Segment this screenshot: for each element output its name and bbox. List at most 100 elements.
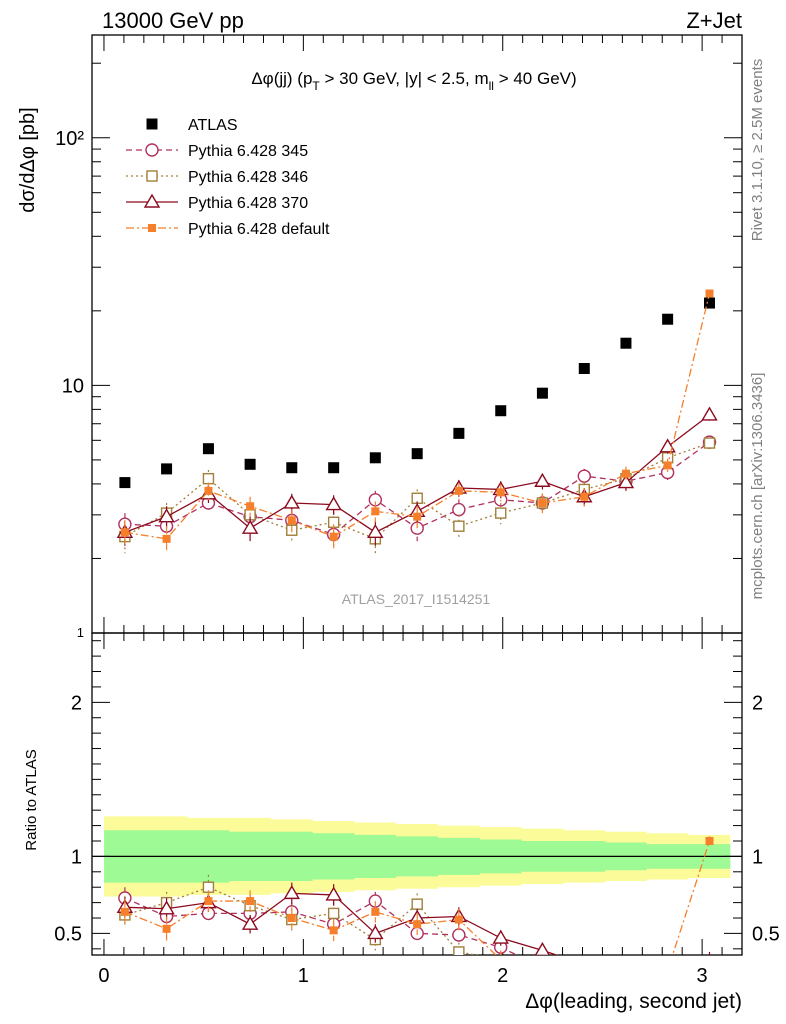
mc-point [368,525,382,537]
x-tick-label: 1 [298,965,309,987]
mc-point [121,528,129,536]
data-point [412,448,423,459]
legend-label: Pythia 6.428 default [188,221,330,238]
ratio-point [246,897,254,905]
legend-marker [147,171,157,181]
data-point [620,338,631,349]
ratio-point [243,917,257,929]
mc-point [580,493,588,501]
mc-point [371,507,379,515]
header-left: 13000 GeV pp [102,8,244,33]
rivet-label: Rivet 3.1.10, ≥ 2.5M events [749,59,766,242]
mc-point [661,440,675,452]
mc-point [246,502,254,510]
data-point [495,405,506,416]
mc-point [706,289,714,297]
ratio-point [163,925,171,933]
mc-point [622,470,630,478]
legend-marker [148,224,156,232]
data-point [161,463,172,474]
data-point [370,452,381,463]
ratio-bands [92,816,742,896]
mc-point [288,516,296,524]
y-tick-label: 10 [62,375,84,397]
y-tick-label: 1 [71,846,82,868]
x-tick-label: 2 [497,965,508,987]
x-axis-label: Δφ(leading, second jet) [525,990,742,1013]
ratio-y-label: Ratio to ATLAS [23,749,40,850]
legend-entry: ATLAS [147,117,238,134]
data-point [286,462,297,473]
mc-point [454,521,464,531]
mc-point [703,408,717,420]
ratio-point [288,914,296,922]
ratio-point [453,929,465,941]
ratio-point [371,908,379,916]
mc-point [664,461,672,469]
legend: ATLAS Pythia 6.428 345 Pythia 6.428 346 Pyt… [126,117,330,238]
legend-label: ATLAS [188,117,238,134]
mc-point [204,487,212,495]
mc-point [163,535,171,543]
ratio-point [455,916,463,924]
main-marks [118,289,717,553]
ratio-point [706,837,714,845]
ratio-point [413,920,421,928]
legend-entry: Pythia 6.428 370 [126,195,308,212]
data-point [662,314,673,325]
mc-point [455,487,463,495]
y-tick-label: 10² [55,128,84,150]
y-tick-label: 1 [77,625,84,640]
mc-point [535,474,549,486]
mc-point [285,496,299,508]
mc-point [453,504,465,516]
legend-label: Pythia 6.428 346 [188,169,308,186]
y-axis-label: dσ/dΔφ [pb] [17,107,39,212]
mc-point [705,438,715,448]
mc-point [538,499,546,507]
mc-point [413,513,421,521]
y-tick-label: 0.5 [54,923,82,945]
mc-point [203,474,213,484]
ratio-panel: 0.50.511220123 Ratio to ATLAS Δφ(leading… [23,633,780,1013]
main-ticks: 1 10 10² [55,35,742,640]
legend-marker [145,195,159,207]
series-pythia-6-428-default [121,289,714,553]
mc-point [243,521,257,533]
ratio-point [204,897,212,905]
x-tick-label: 3 [697,965,708,987]
data-point [579,363,590,374]
legend-entry: Pythia 6.428 345 [126,143,308,160]
data-point [328,462,339,473]
mc-point [330,533,338,541]
legend-label: Pythia 6.428 345 [188,143,308,160]
ratio-point [329,908,339,918]
data-point [453,428,464,439]
ratio-point [412,899,422,909]
legend-label: Pythia 6.428 370 [188,195,308,212]
mc-point [578,470,590,482]
header-right: Z+Jet [686,8,742,33]
data-point [203,443,214,454]
ratio-point [494,931,508,943]
ratio-point [330,926,338,934]
x-tick-label: 0 [98,965,109,987]
legend-entry: Pythia 6.428 default [126,221,330,238]
series-atlas [119,298,715,489]
y-tick-label: 2 [71,692,82,714]
legend-marker [146,144,158,156]
mcplots-label: mcplots.cern.ch [arXiv:1306.3436] [749,373,766,600]
main-panel: 1 10 10² Δφ(jj) (pT > 30 GeV, |y| < 2.5, m… [17,35,742,640]
data-point [245,459,256,470]
mc-point [327,498,341,510]
main-title: Δφ(jj) (pT > 30 GeV, |y| < 2.5, mll > 40… [251,69,576,93]
data-point [119,477,130,488]
legend-marker [147,119,158,130]
mc-point [496,508,506,518]
y-tick-label-right: 2 [752,692,763,714]
data-point [537,388,548,399]
ratio-point [121,908,129,916]
legend-entry: Pythia 6.428 346 [126,169,308,186]
y-tick-label-right: 0.5 [752,923,780,945]
